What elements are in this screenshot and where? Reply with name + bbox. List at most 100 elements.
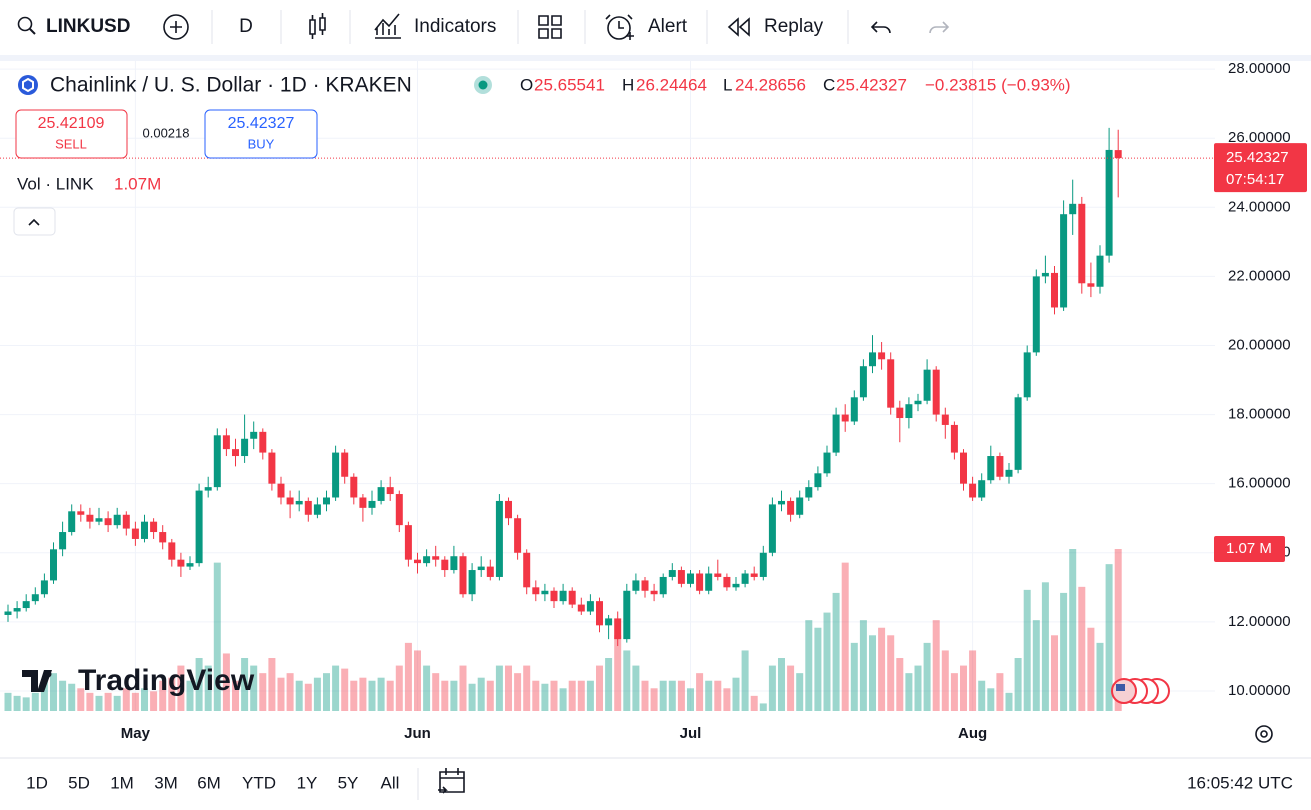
volume-bar (222, 653, 230, 711)
add-symbol[interactable] (163, 14, 189, 40)
candle-body (978, 480, 986, 498)
volume-bar (113, 695, 121, 711)
candle-body (559, 590, 567, 602)
volume-bar (468, 683, 476, 711)
volume-bar (423, 665, 431, 711)
logo-text: TradingView (78, 664, 255, 697)
candle-body (1087, 283, 1095, 287)
range-button[interactable]: YTD (242, 773, 276, 792)
candle-body (395, 494, 403, 526)
candle-body (577, 604, 585, 612)
candle-body (50, 549, 57, 581)
candle-body (1014, 397, 1022, 470)
volume-bar (59, 680, 67, 711)
candle-body (768, 504, 776, 553)
candle-body (705, 573, 713, 591)
volume-value: 1.07M (114, 174, 161, 193)
range-button[interactable]: 5Y (338, 773, 359, 792)
y-tick-label: 22.00000 (1228, 267, 1291, 284)
volume-bar (95, 695, 103, 711)
volume-bar (1096, 642, 1104, 711)
volume-bar (541, 683, 549, 711)
volume-bar (377, 677, 385, 711)
goto-date[interactable] (438, 768, 465, 794)
volume-bar (159, 680, 167, 711)
volume-bar (1051, 635, 1058, 711)
range-button[interactable]: 6M (197, 773, 221, 792)
replay-icon[interactable] (727, 17, 750, 37)
range-button[interactable]: All (381, 773, 400, 792)
sell-button[interactable] (15, 109, 128, 159)
candle-body (687, 573, 694, 584)
candle-body (359, 497, 367, 508)
volume-bar (705, 680, 713, 711)
redo[interactable] (929, 21, 950, 34)
interval[interactable]: D (239, 16, 253, 37)
volume-bar (850, 642, 858, 711)
volume-bar (404, 642, 412, 711)
settings-icon[interactable] (1255, 725, 1273, 743)
volume-bar (277, 677, 285, 711)
candle-body (778, 500, 785, 505)
chart-type[interactable] (309, 13, 326, 39)
alert-icon (605, 14, 634, 40)
range-button[interactable]: 3M (154, 773, 178, 792)
volume-bar (832, 592, 840, 711)
alert-icon[interactable] (607, 16, 631, 40)
symbol[interactable]: LINKUSD (46, 16, 130, 37)
candle-body (869, 352, 876, 367)
candle-body (441, 559, 449, 571)
range-button[interactable]: 1D (26, 773, 48, 792)
candle-body (232, 449, 239, 457)
volume-bar (577, 680, 585, 711)
volume-bar (596, 665, 603, 711)
volume-bar (1078, 586, 1086, 711)
candle-body (1032, 276, 1040, 353)
candle-body (850, 397, 858, 422)
ohlc-value: 24.28656 (735, 75, 806, 94)
volume-bar (131, 692, 139, 711)
y-tick-label: 10.00000 (1228, 682, 1291, 699)
candle-body (1105, 149, 1113, 256)
sell-label: SELL (55, 136, 87, 151)
volume-bar (441, 680, 449, 711)
indicators[interactable]: Indicators (414, 16, 496, 37)
clock: 16:05:42 UTC (1187, 773, 1293, 792)
settings-icon (1260, 730, 1268, 738)
candle-body (104, 518, 112, 526)
range-button[interactable]: 1M (110, 773, 134, 792)
candle-body (887, 359, 895, 408)
candle-body (113, 514, 121, 526)
candle-body (668, 570, 676, 577)
undo[interactable] (870, 21, 891, 34)
search-icon (17, 16, 33, 32)
plot (0, 57, 1215, 711)
candle-body (796, 497, 804, 515)
volume-bar (950, 673, 958, 711)
volume-bar (250, 665, 258, 711)
buy-button[interactable] (204, 109, 318, 159)
candle-body (532, 587, 540, 595)
volume-bar (978, 680, 986, 711)
volume-bar (805, 620, 813, 711)
candle-body (13, 608, 21, 612)
x-tick-label: Jun (404, 725, 431, 742)
range-button[interactable]: 1Y (297, 773, 318, 792)
volume-bar (841, 562, 849, 711)
volume-bar (341, 668, 349, 711)
spread: 0.00218 (143, 125, 190, 140)
volume-bar (859, 620, 867, 711)
candle-body (969, 483, 977, 498)
layouts-icon[interactable] (538, 15, 562, 39)
range-button[interactable]: 5D (68, 773, 90, 792)
alert[interactable]: Alert (648, 16, 688, 37)
indicators-icon[interactable] (374, 13, 401, 39)
candle-body (168, 542, 176, 560)
volume-bar (50, 673, 57, 711)
volume-bar (914, 665, 922, 711)
volume-bar (122, 688, 130, 711)
replay[interactable]: Replay (764, 16, 824, 37)
candle-body (22, 601, 30, 609)
candle-body (896, 407, 904, 419)
volume-bar (896, 658, 904, 711)
